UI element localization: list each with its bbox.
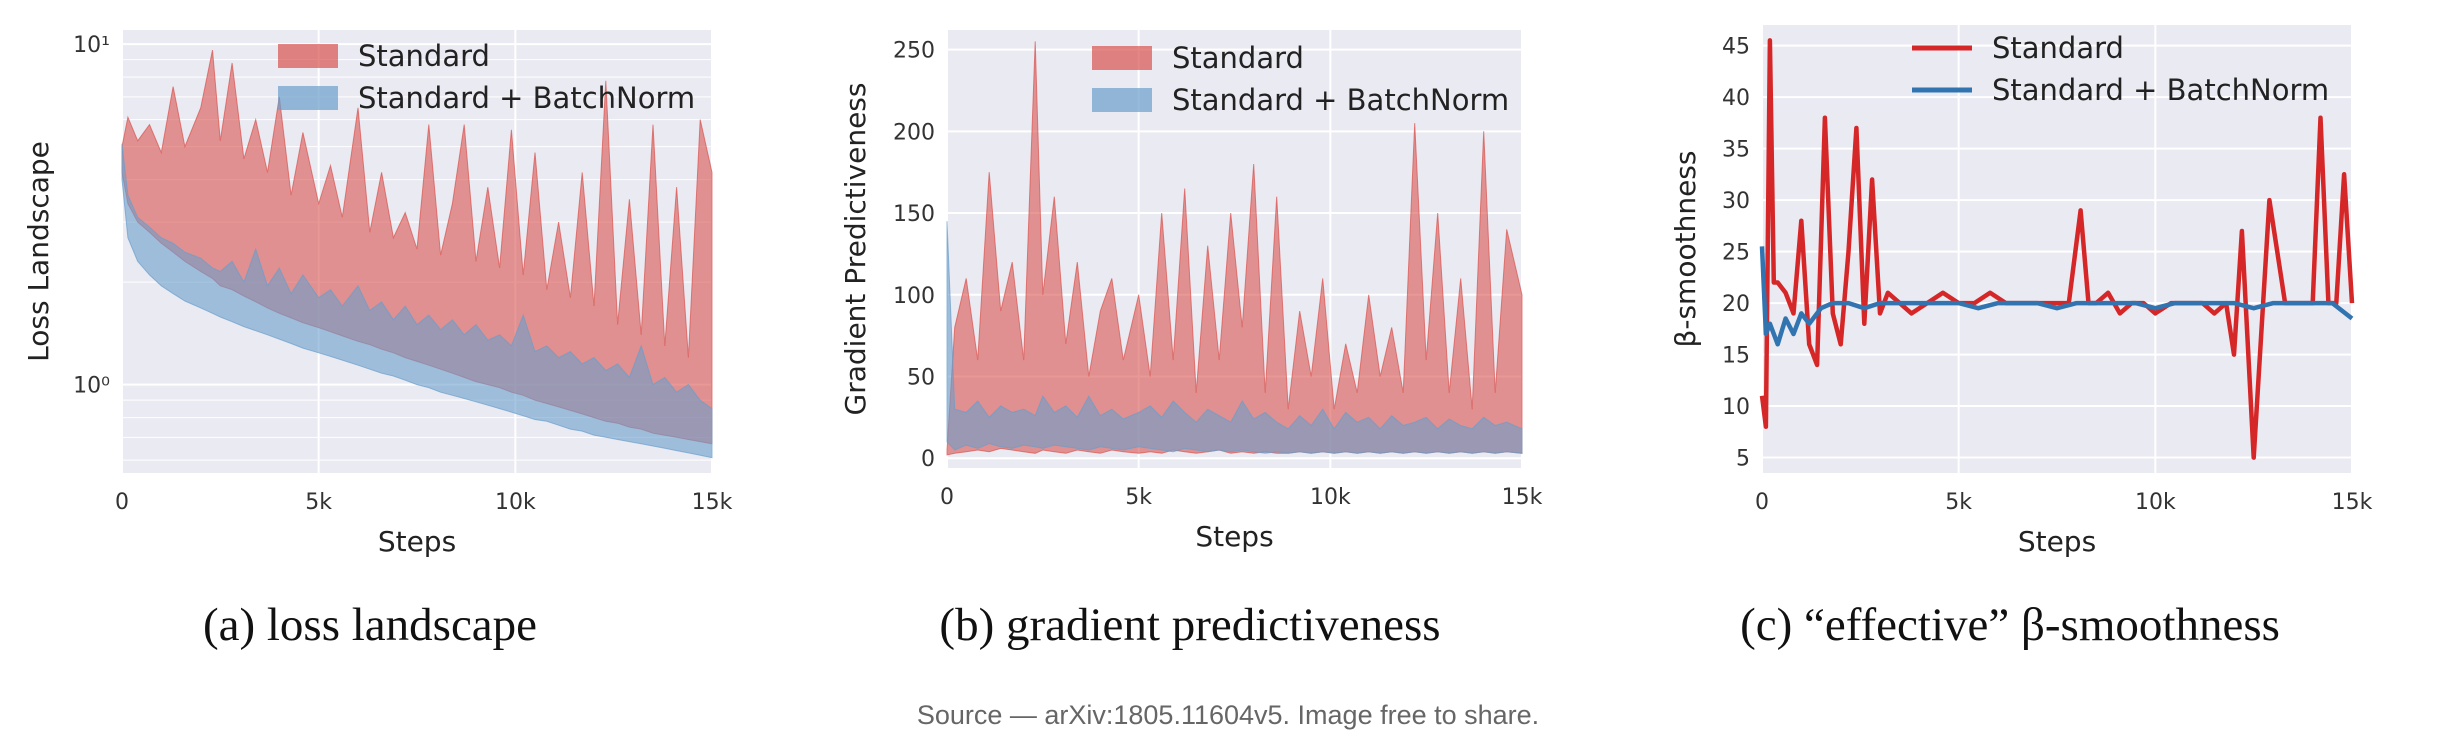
y-tick-label: 15 (1722, 344, 1750, 369)
y-tick-label: 0 (921, 447, 935, 472)
series-line-batchnorm (1759, 246, 2354, 347)
legend-swatch (278, 86, 338, 110)
legend-swatch (1092, 46, 1152, 70)
x-tick-label: 15k (2332, 490, 2373, 515)
panel-caption: (c) “effective” β-smoothness (1740, 599, 2280, 651)
y-tick-label: 45 (1722, 35, 1750, 60)
y-tick-label: 5 (1736, 447, 1750, 472)
x-tick-label: 0 (115, 490, 129, 515)
y-tick-label: 150 (893, 202, 935, 227)
y-tick-label: 10 (1722, 395, 1750, 420)
panel-caption: (b) gradient predictiveness (939, 599, 1440, 651)
panel-caption: (a) loss landscape (203, 599, 537, 651)
y-tick-label: 25 (1722, 241, 1750, 266)
x-axis-label: Steps (2018, 525, 2096, 558)
source-footer: Source — arXiv:1805.11604v5. Image free … (917, 700, 1539, 730)
y-tick-label: 10¹ (73, 33, 110, 58)
x-tick-label: 15k (1502, 485, 1543, 510)
y-axis-label: Gradient Predictiveness (839, 83, 872, 416)
y-tick-label: 40 (1722, 86, 1750, 111)
chart-panel-b: 0 5k 10k 15k 0 50 100 150 200 250 Standard Standard… (839, 30, 1543, 651)
legend-label: Standard + BatchNorm (358, 81, 695, 115)
legend-label: Standard (1992, 31, 2124, 65)
y-tick-label: 200 (893, 120, 935, 145)
x-tick-label: 15k (692, 490, 733, 515)
legend-label: Standard (1172, 41, 1304, 75)
series-band-batchnorm (121, 143, 713, 459)
y-tick-label: 50 (907, 365, 935, 390)
legend-label: Standard (358, 39, 490, 73)
x-tick-label: 5k (305, 490, 332, 515)
x-axis-label: Steps (1195, 520, 1273, 553)
legend-swatch (278, 44, 338, 68)
x-axis-label: Steps (378, 525, 456, 558)
series-band-batchnorm (946, 221, 1523, 454)
y-axis-label: Loss Landscape (22, 141, 55, 362)
chart-panel-c: 0 5k 10k 15k 5 10 15 20 25 30 35 40 45 Standard Standa… (1669, 25, 2373, 651)
x-tick-label: 5k (1945, 490, 1972, 515)
x-tick-label: 10k (1310, 485, 1351, 510)
x-tick-label: 10k (2135, 490, 2176, 515)
x-tick-label: 10k (495, 490, 536, 515)
x-tick-label: 5k (1125, 485, 1152, 510)
chart-panel-a: 0 5k 10k 15k 10⁰ 10¹ Standard Standard + BatchN… (22, 30, 733, 651)
y-tick-label: 10⁰ (73, 374, 110, 399)
y-axis-label: β-smoothness (1669, 151, 1702, 348)
y-tick-label: 250 (893, 39, 935, 64)
legend-swatch (1092, 88, 1152, 112)
x-tick-label: 0 (940, 485, 954, 510)
x-tick-label: 0 (1755, 490, 1769, 515)
y-tick-label: 35 (1722, 138, 1750, 163)
legend-label: Standard + BatchNorm (1172, 83, 1509, 117)
y-tick-label: 20 (1722, 292, 1750, 317)
legend-label: Standard + BatchNorm (1992, 73, 2329, 107)
y-tick-label: 100 (893, 284, 935, 309)
y-tick-label: 30 (1722, 189, 1750, 214)
